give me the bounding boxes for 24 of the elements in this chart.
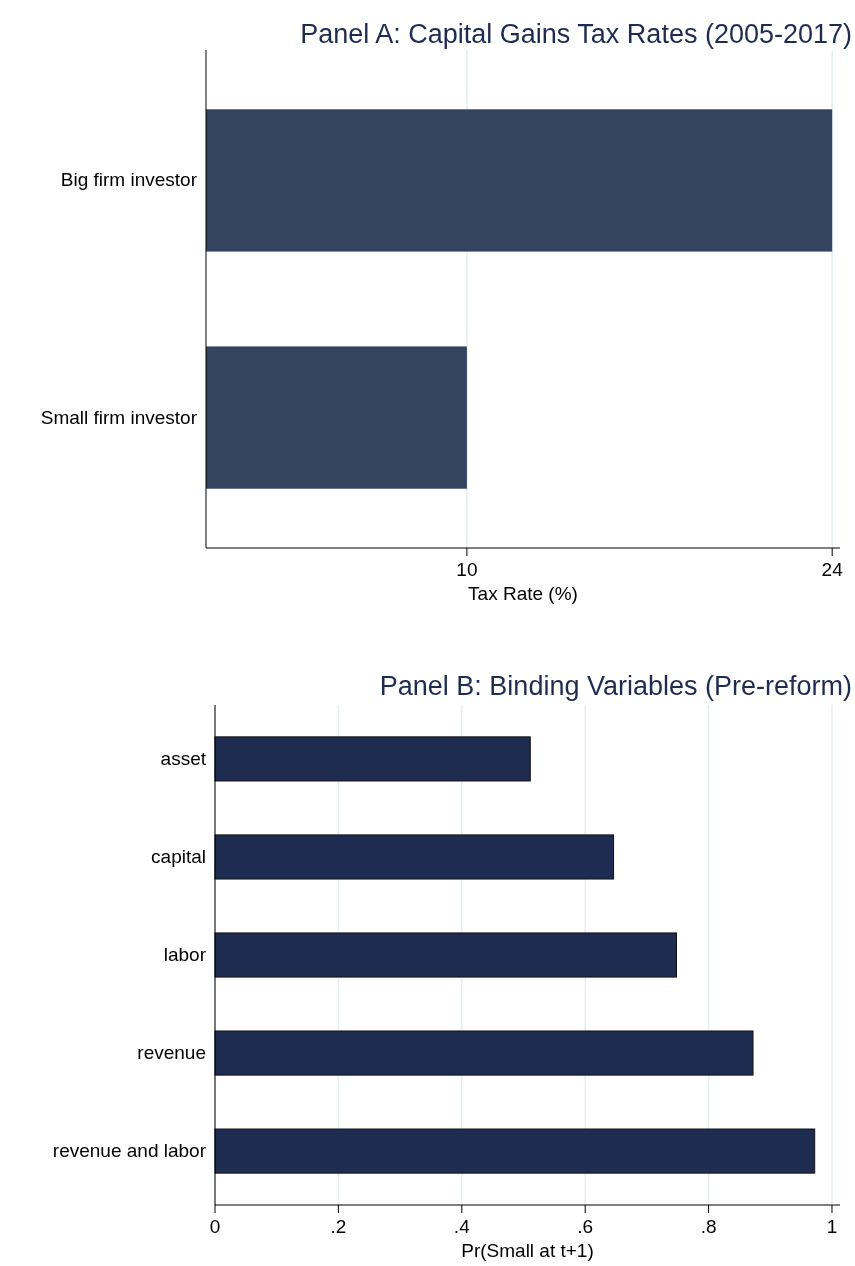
x-tick-label: 1 [826, 1216, 838, 1237]
chart-title: Panel B: Binding Variables (Pre-reform) [379, 671, 852, 701]
y-tick-label: capital [151, 845, 206, 867]
bar [214, 932, 677, 978]
chart-title: Panel A: Capital Gains Tax Rates (2005-2017) [300, 19, 852, 49]
x-axis-title: Tax Rate (%) [468, 583, 578, 604]
y-tick-label: Small firm investor [40, 406, 198, 428]
x-axis-title: Pr(Small at t+1) [461, 1240, 594, 1261]
bar [214, 736, 531, 782]
bar [214, 834, 615, 880]
y-tick-label: revenue [137, 1042, 206, 1064]
x-tick-label: 10 [456, 559, 478, 580]
y-tick-label: labor [163, 944, 207, 965]
bar [214, 1030, 754, 1076]
x-tick-label: .4 [453, 1216, 471, 1237]
x-tick-label: .6 [577, 1216, 594, 1237]
bar [214, 1128, 816, 1174]
x-tick-label: .8 [700, 1216, 717, 1237]
x-tick-label: 0 [209, 1216, 221, 1237]
y-tick-label: Big firm investor [60, 169, 198, 191]
x-tick-label: 24 [821, 559, 844, 580]
y-tick-label: asset [160, 747, 207, 769]
y-tick-label: revenue and labor [52, 1140, 207, 1162]
x-tick-label: .2 [330, 1216, 347, 1237]
